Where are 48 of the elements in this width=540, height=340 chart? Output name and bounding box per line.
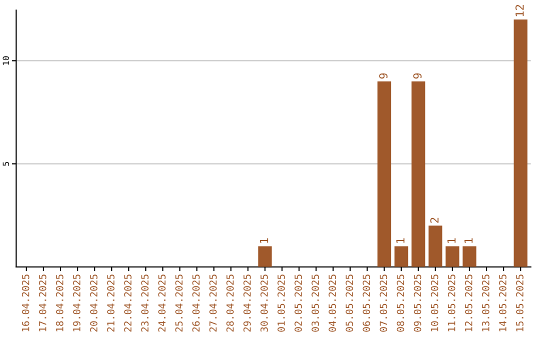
data-label: 9 — [379, 73, 388, 79]
bar — [377, 81, 392, 267]
x-tick-label: 02.05.2025 — [294, 274, 302, 332]
x-tick-label: 18.04.2025 — [56, 274, 64, 332]
bar — [394, 246, 408, 267]
x-tick-label: 15.05.2025 — [516, 274, 524, 332]
bar — [428, 226, 442, 267]
data-label: 1 — [260, 238, 268, 243]
x-tick-label: 01.05.2025 — [278, 274, 285, 332]
bar — [258, 246, 272, 267]
x-tick-label: 07.05.2025 — [380, 274, 388, 332]
x-tick-label: 20.04.2025 — [90, 274, 98, 332]
x-tick-label: 10.05.2025 — [430, 274, 438, 332]
x-tick-label: 11.05.2025 — [448, 274, 456, 332]
x-tick-label: 04.05.2025 — [328, 274, 336, 332]
x-tick-label: 06.05.2025 — [362, 274, 370, 332]
x-tick-label: 14.05.2025 — [499, 274, 506, 332]
x-tick-label: 28.04.2025 — [226, 274, 234, 332]
data-label: 1 — [464, 238, 473, 243]
x-tick-label: 12.05.2025 — [464, 274, 472, 332]
x-tick-label: 13.05.2025 — [482, 274, 490, 332]
data-label: 2 — [430, 218, 438, 223]
x-tick-label: 26.04.2025 — [192, 274, 200, 332]
y-tick-label: 5 — [2, 162, 10, 166]
data-label: 12 — [515, 4, 524, 16]
data-label: 1 — [396, 238, 404, 243]
x-tick-label: 24.04.2025 — [158, 274, 166, 332]
data-label: 1 — [447, 238, 456, 243]
x-tick-label: 22.04.2025 — [124, 274, 132, 332]
x-tick-label: 25.04.2025 — [175, 274, 183, 332]
bar — [446, 246, 460, 267]
x-tick-label: 17.04.2025 — [38, 274, 46, 332]
x-tick-label: 05.05.2025 — [346, 274, 354, 332]
data-label: 9 — [413, 73, 422, 79]
x-tick-label: 19.04.2025 — [73, 274, 80, 332]
x-tick-label: 08.05.2025 — [396, 274, 404, 332]
bar — [412, 81, 426, 267]
x-tick-label: 23.04.2025 — [141, 274, 149, 332]
x-tick-label: 30.04.2025 — [260, 274, 268, 332]
x-tick-label: 03.05.2025 — [312, 274, 319, 332]
x-tick-label: 21.04.2025 — [107, 274, 114, 332]
x-tick-label: 27.04.2025 — [209, 274, 217, 332]
x-tick-label: 29.04.2025 — [243, 274, 251, 332]
bar — [462, 246, 476, 267]
x-tick-label: 09.05.2025 — [414, 274, 422, 332]
x-tick-label: 16.04.2025 — [22, 274, 30, 332]
bar — [514, 19, 528, 267]
y-tick-label: 10 — [2, 56, 10, 65]
